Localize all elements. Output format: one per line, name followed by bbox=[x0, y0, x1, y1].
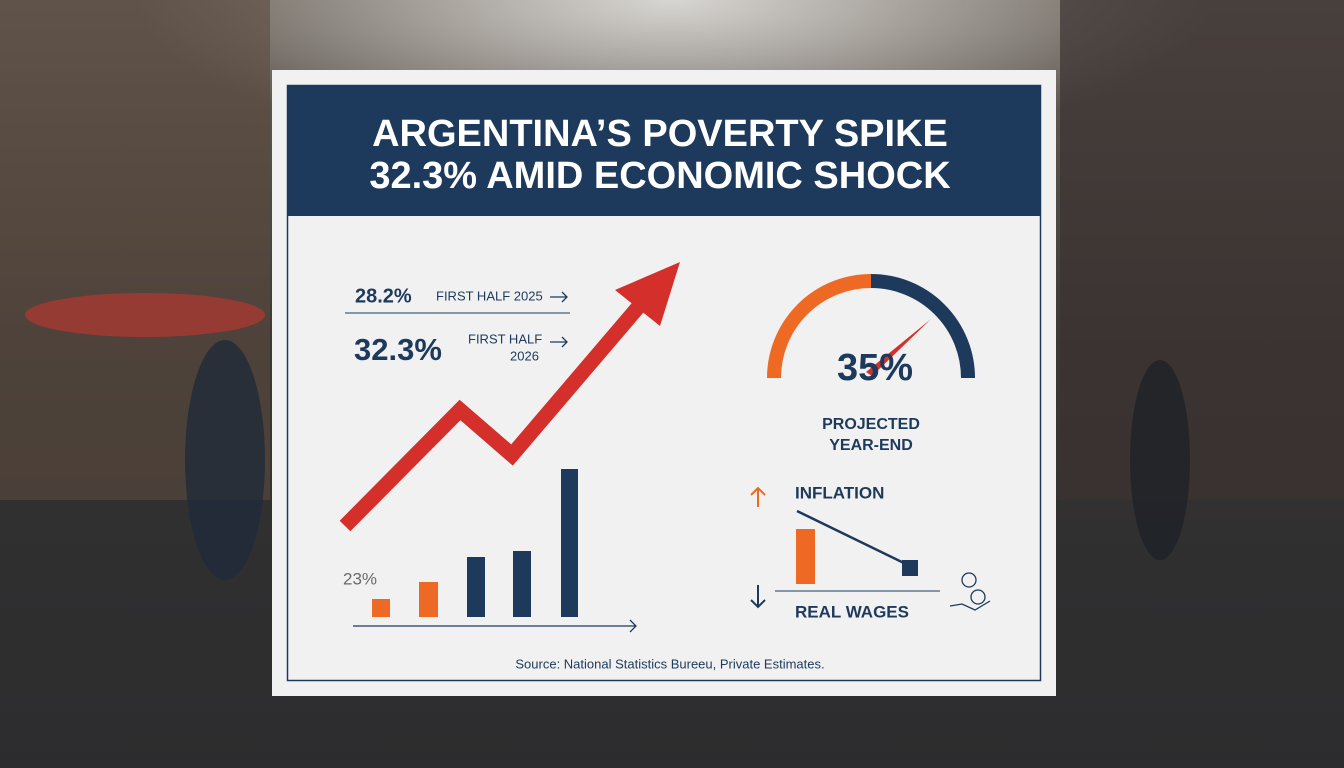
bar bbox=[796, 529, 815, 584]
money-icon bbox=[949, 572, 991, 611]
baseline-label: 23% bbox=[343, 569, 377, 588]
bar bbox=[513, 551, 531, 617]
stat-label: FIRST HALF bbox=[468, 331, 542, 346]
trend-arrow bbox=[339, 300, 646, 532]
axis bbox=[353, 619, 637, 633]
umbrella bbox=[25, 293, 265, 337]
header-bar bbox=[287, 85, 1041, 216]
bar bbox=[419, 582, 438, 617]
pedestrian bbox=[1130, 360, 1190, 560]
stat-label: 2026 bbox=[510, 348, 539, 363]
gauge-value: 35% bbox=[837, 347, 913, 389]
source-note: Source: National Statistics Bureeu, Priv… bbox=[515, 656, 824, 671]
stat-value: 32.3% bbox=[354, 332, 442, 367]
pedestrian bbox=[185, 340, 265, 580]
arrow-icon bbox=[550, 336, 568, 348]
gauge-caption: YEAR-END bbox=[829, 437, 913, 454]
bar bbox=[561, 469, 578, 617]
gauge-arc bbox=[870, 274, 975, 379]
trend-arrowhead bbox=[615, 262, 680, 326]
bar bbox=[902, 560, 918, 576]
gauge-arc bbox=[767, 274, 872, 379]
inflation-label: INFLATION bbox=[795, 483, 884, 502]
arrow-icon bbox=[550, 291, 568, 303]
gauge-needle bbox=[866, 319, 931, 376]
bar bbox=[467, 557, 485, 617]
stat-label: FIRST HALF 2025 bbox=[436, 288, 543, 303]
wages-label: REAL WAGES bbox=[795, 602, 909, 621]
bar bbox=[372, 599, 390, 617]
stat-value: 28.2% bbox=[355, 285, 412, 307]
building-right bbox=[1060, 0, 1344, 520]
gauge-caption: PROJECTED bbox=[822, 416, 920, 433]
up-arrow bbox=[750, 486, 766, 507]
title-line: ARGENTINA’S POVERTY SPIKE bbox=[372, 113, 948, 155]
title-line: 32.3% AMID ECONOMIC SHOCK bbox=[369, 155, 951, 197]
trend-line bbox=[796, 509, 911, 568]
down-arrow bbox=[750, 585, 766, 609]
